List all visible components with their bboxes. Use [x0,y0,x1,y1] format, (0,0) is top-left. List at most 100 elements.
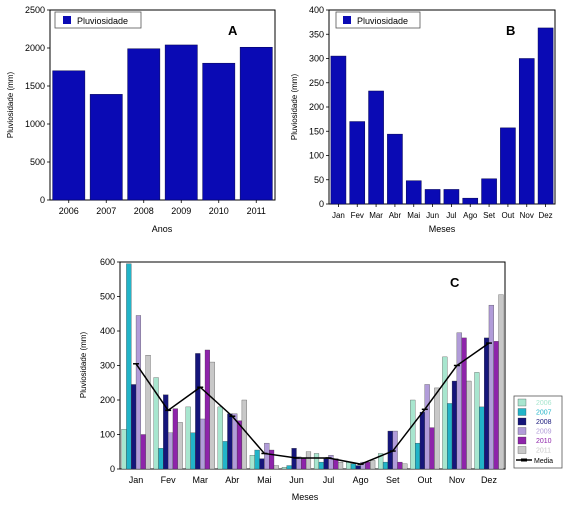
bar-2006-Abr [217,406,223,470]
panel-b-x-axis-label: Meses [429,224,456,234]
bar-2010-Jun [301,458,307,470]
bar-2008-Set [387,430,393,470]
legend-swatch-2007 [517,408,527,416]
panel-a-y-axis-label: Pluviosidade (mm) [6,72,15,139]
y-tick-label: 200 [309,102,324,112]
x-tick-label: Mar [192,475,208,485]
panel-b-legend-box [335,11,421,29]
x-tick-label: Jan [332,211,345,220]
y-tick-label: 300 [100,361,115,371]
panel-c-label: C [450,275,460,290]
x-tick-label: 2011 [247,206,266,216]
bar-2008-Abr [227,413,233,470]
bar-Out [500,127,516,205]
bar-2007-Dez [479,406,485,470]
panel-a-legend-label: Pluviosidade [77,16,128,26]
panel-a-legend: Pluviosidade [54,11,142,29]
bar-2008-Nov [451,380,458,470]
legend-swatch-2009 [517,427,527,435]
bar-2009-Fev [167,432,174,470]
x-tick-label: Dez [538,211,552,220]
panel-c-y-axis-label: Pluviosidade (mm) [79,332,88,399]
legend-swatch-2011 [517,446,527,454]
bar-2011-Ago [370,460,376,470]
bar-2010-Out [429,427,435,470]
y-tick-label: 250 [309,78,324,88]
bar-2006 [52,70,86,201]
bar-2007-Mai [254,449,260,470]
bar-2006-Set [378,453,384,470]
legend-swatch-2008 [517,417,527,426]
x-tick-label: Jun [426,211,439,220]
y-tick-label: 600 [100,257,115,267]
bar-2008-Jan [131,384,137,470]
x-tick-label: Out [418,475,433,485]
x-tick-label: Jul [323,475,335,485]
legend-label-2011: 2011 [536,448,551,455]
y-tick-label: 150 [309,126,324,136]
x-tick-label: Abr [389,211,402,220]
bar-2007-Jun [286,465,292,470]
legend-label-2006: 2006 [536,400,552,407]
bar-2007 [89,94,123,201]
bar-2006-Mar [185,406,191,470]
panel-b-y-axis-label: Pluviosidade (mm) [290,74,299,141]
panel-b-y-ticks: 0 50 100 150 200 250 300 350 400 [309,5,329,209]
bar-2006-Dez [474,372,480,470]
bar-2011-Set [402,463,408,470]
bar-2009 [164,44,198,201]
bar-2011-Mai [273,465,279,470]
y-tick-label: 350 [309,29,324,39]
bar-Mai [405,180,422,205]
bar-2011-Dez [498,294,504,470]
bar-2011-Jun [305,451,312,470]
panel-c-x-axis-label: Meses [292,492,319,502]
bar-2011-Abr [241,399,247,470]
bar-2009-Dez [488,304,494,470]
bar-2007-Set [382,461,389,470]
bar-2007-Fev [158,448,164,470]
panel-a-x-axis-label: Anos [152,224,173,234]
bar-2010-Mai [269,449,275,470]
bar-2010 [202,62,236,201]
panel-b: 0 50 100 150 200 250 300 350 400 Jan Fev Mar Abr Mai… [290,5,556,234]
panel-b-legend-label: Pluviosidade [357,16,408,26]
x-tick-label: Mar [369,211,383,220]
bar-2008-Dez [483,337,490,470]
x-tick-label: Ago [463,211,478,220]
x-tick-label: Dez [481,475,498,485]
legend-label-media: Media [534,458,553,465]
panel-a-y-ticks: 0 500 1000 1500 2000 2500 [25,5,50,205]
bar-2007-Abr [222,441,228,470]
bar-Ago [462,197,479,205]
bar-2010-Nov [461,337,467,470]
bar-2008-Out [419,411,425,470]
bar-Jan [330,55,347,205]
bar-2010-Set [397,461,403,470]
y-tick-label: 300 [309,54,324,64]
y-tick-label: 1500 [25,81,45,91]
x-tick-label: Nov [520,211,534,220]
x-tick-label: Set [386,475,400,485]
bar-Jun [424,189,441,205]
bar-2007-Jan [126,263,132,470]
panel-b-legend-swatch [343,16,351,24]
panel-c-y-ticks: 0 100 200 300 400 500 600 [100,257,120,474]
panel-c-mean-line [133,342,492,465]
bar-2008-Fev [163,394,169,470]
legend-label-2009: 2009 [536,429,552,436]
legend-label-2008: 2008 [536,419,552,426]
y-tick-label: 0 [319,199,324,209]
panel-b-plot-frame [328,9,556,205]
panel-b-bars [330,27,554,205]
bar-2011-Jan [145,354,151,470]
x-tick-label: Ago [353,475,369,485]
legend-label-2007: 2007 [536,410,552,417]
panel-b-x-ticks: Jan Fev Mar Abr Mai Jun Jul Ago Set Out Nov Dez [332,204,553,220]
bar-2010-Jan [140,434,146,470]
bar-2008 [127,48,161,201]
x-tick-label: 2007 [96,206,116,216]
bar-2008-Mai [259,458,265,470]
bar-2007-Mar [190,432,196,470]
panel-b-label: B [506,23,515,38]
